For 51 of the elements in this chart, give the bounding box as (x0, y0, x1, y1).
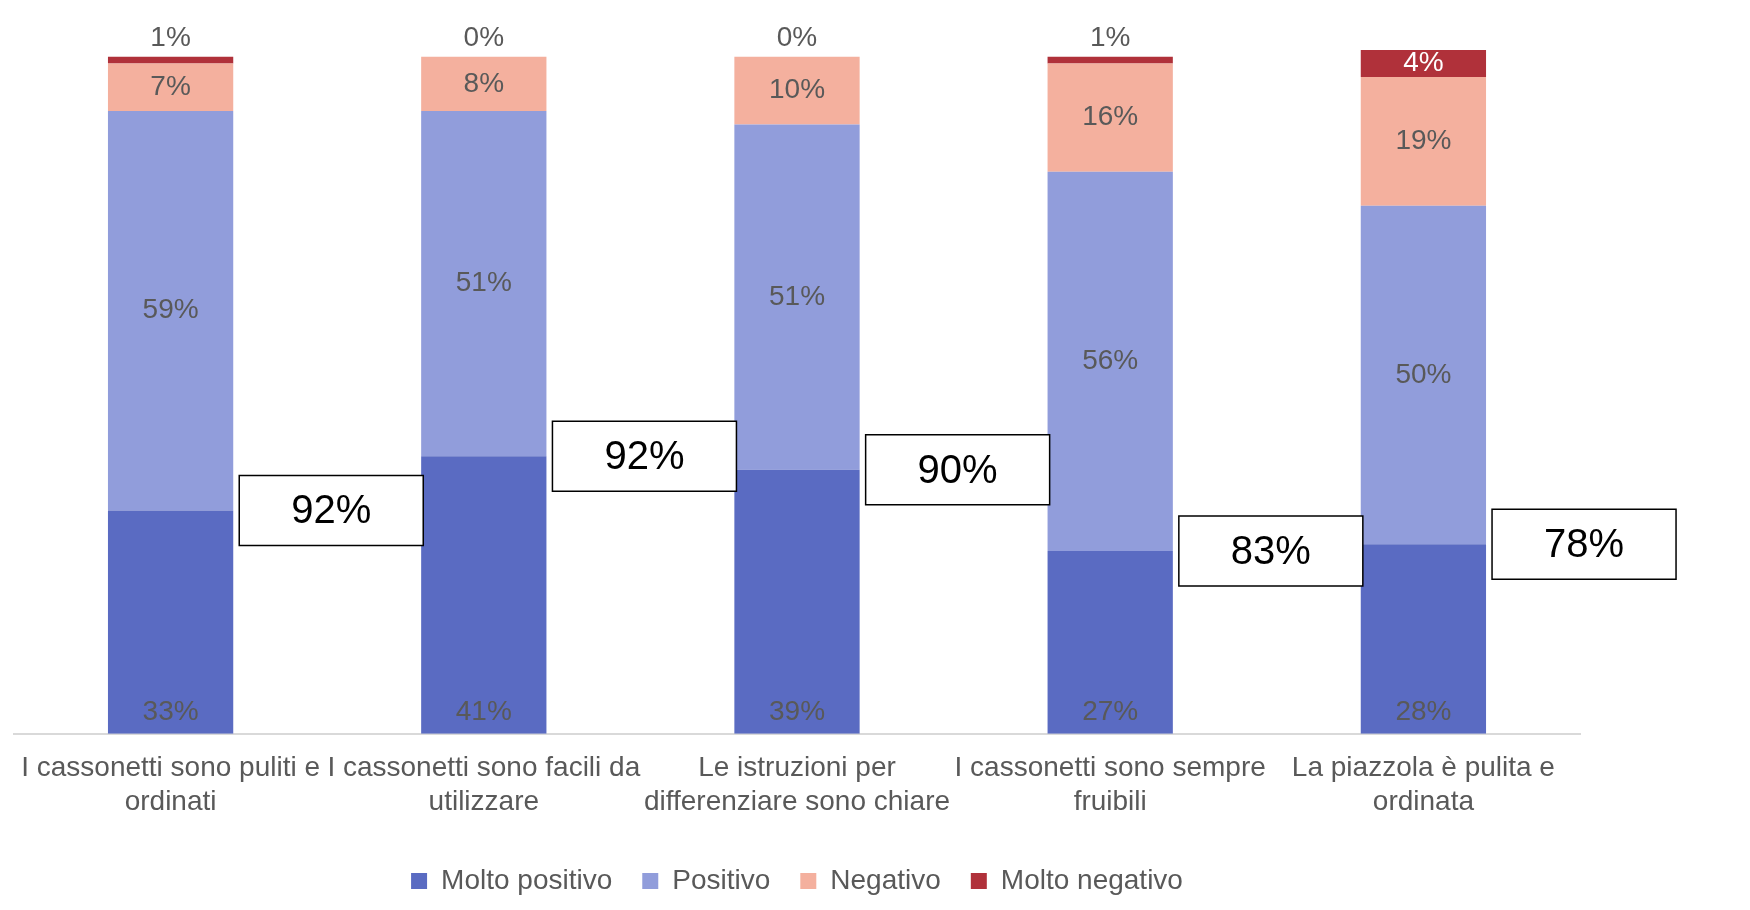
bar (1047, 551, 1173, 734)
bar (107, 110, 234, 511)
data-label: 4% (1403, 46, 1444, 78)
data-label: 1% (150, 21, 191, 53)
data-label: 33% (142, 694, 199, 726)
data-label: 10% (768, 73, 826, 105)
bar (734, 469, 860, 734)
data-label: 8% (463, 66, 505, 98)
bar (1360, 205, 1487, 545)
data-label: 41% (455, 694, 512, 726)
legend-label: Negativo (830, 863, 941, 895)
data-label: 27% (1082, 694, 1139, 726)
data-label: 50% (1395, 357, 1452, 389)
data-label: 1% (1089, 21, 1131, 53)
x-tick-label: Le istruzioni per differenziare sono chiare (643, 751, 951, 816)
bar (107, 63, 234, 111)
x-tick-label: I cassonetti sono facili da utilizzare (327, 751, 641, 816)
bar (107, 56, 234, 64)
annotation: 92% (291, 487, 372, 532)
annotation: 83% (1230, 528, 1311, 573)
data-label: 7% (150, 69, 191, 101)
data-label: 0% (776, 21, 818, 53)
legend-label: Molto positivo (441, 863, 613, 895)
bar (1047, 63, 1173, 172)
legend-label: Molto negativo (1000, 863, 1183, 895)
data-label: 39% (768, 694, 826, 726)
legend-label: Positivo (672, 863, 771, 895)
bar (421, 456, 547, 734)
annotation: 92% (604, 433, 685, 478)
data-label: 19% (1395, 124, 1452, 156)
data-label: 16% (1082, 100, 1139, 132)
annotation: 90% (917, 446, 998, 491)
data-label: 51% (768, 279, 826, 311)
bar (734, 124, 860, 470)
bar (1360, 77, 1487, 206)
x-tick-label: I cassonetti sono puliti e ordinati (21, 751, 321, 816)
bar (1360, 544, 1487, 734)
data-label: 0% (463, 21, 505, 53)
data-label: 51% (455, 266, 512, 298)
bar (421, 56, 547, 111)
annotation: 78% (1544, 521, 1625, 566)
x-tick-label: I cassonetti sono sempre fruibili (954, 751, 1266, 816)
data-label: 56% (1082, 344, 1139, 376)
bar (734, 56, 860, 125)
data-label: 28% (1395, 694, 1452, 726)
bar (107, 510, 234, 734)
data-label: 59% (142, 293, 199, 325)
bar (1047, 171, 1173, 551)
bar (1047, 56, 1173, 64)
bar (421, 110, 547, 457)
x-tick-label: La piazzola è pulita e ordinata (1291, 751, 1555, 816)
